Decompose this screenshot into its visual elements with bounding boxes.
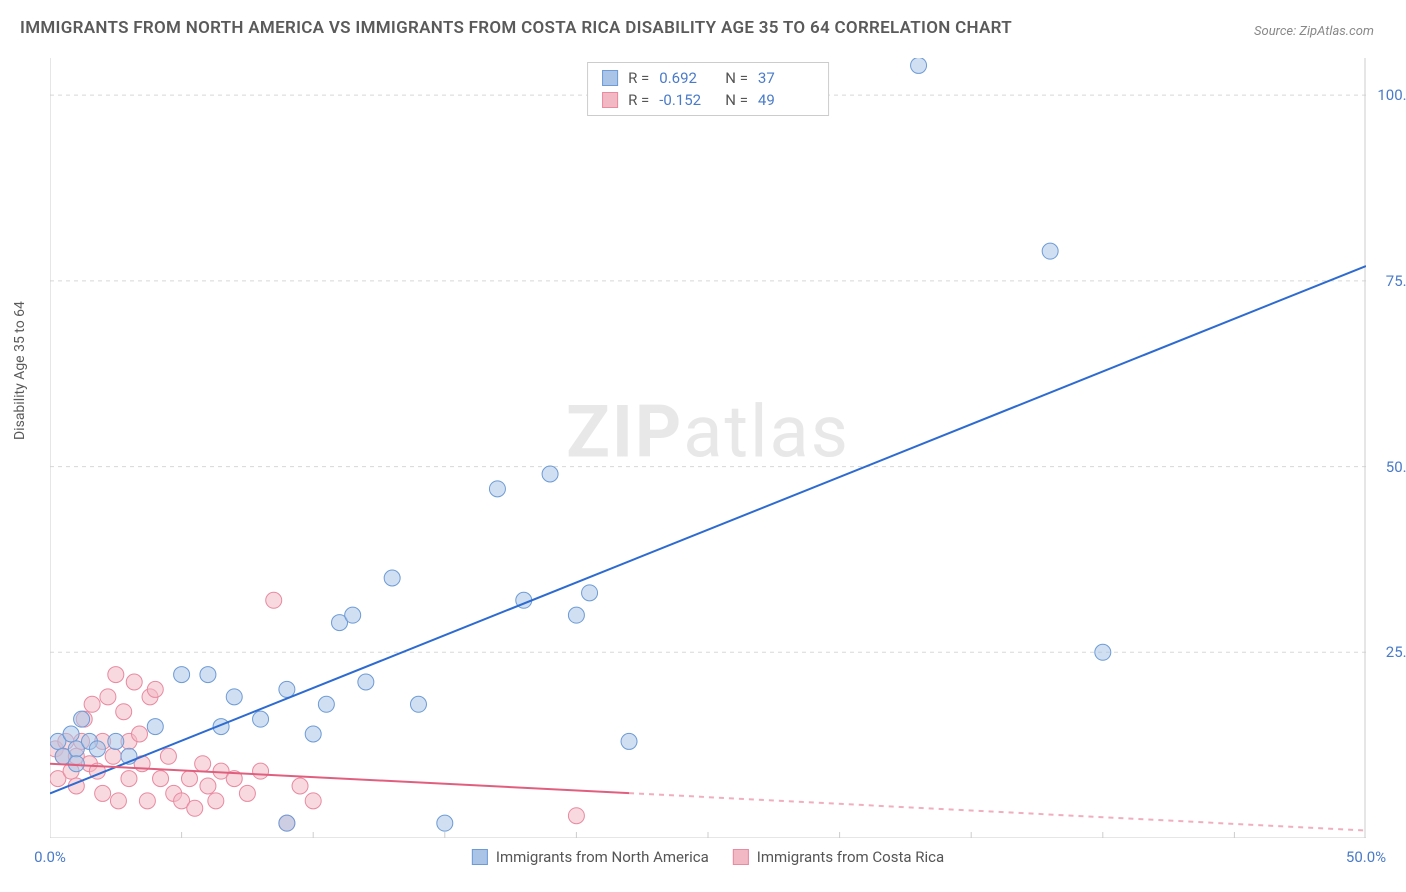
chart-title: IMMIGRANTS FROM NORTH AMERICA VS IMMIGRA… [20, 18, 1012, 38]
r-label: R = [628, 91, 649, 109]
y-tick-label: 100.0% [1377, 86, 1406, 104]
r-value: -0.152 [659, 91, 715, 109]
chart-svg [50, 58, 1366, 838]
n-label: N = [725, 91, 748, 109]
swatch-series-1 [602, 70, 618, 86]
swatch-series-2 [602, 92, 618, 108]
y-axis-label: Disability Age 35 to 64 [12, 301, 28, 440]
legend-label: Immigrants from North America [496, 848, 709, 866]
n-value: 37 [758, 69, 814, 87]
legend-item-1: Immigrants from North America [472, 848, 709, 866]
y-tick-label: 25.0% [1386, 643, 1406, 661]
swatch-series-1 [472, 849, 488, 865]
stat-row-series-1: R = 0.692 N = 37 [602, 67, 814, 89]
x-tick-label: 50.0% [1346, 848, 1386, 866]
chart-plot-area: ZIPatlas R = 0.692 N = 37 R = -0.152 N =… [50, 58, 1366, 838]
x-tick-label: 0.0% [34, 848, 66, 866]
y-tick-label: 50.0% [1386, 458, 1406, 476]
r-value: 0.692 [659, 69, 715, 87]
n-value: 49 [758, 91, 814, 109]
r-label: R = [628, 69, 649, 87]
n-label: N = [725, 69, 748, 87]
correlation-stats-box: R = 0.692 N = 37 R = -0.152 N = 49 [587, 62, 829, 116]
legend-item-2: Immigrants from Costa Rica [733, 848, 944, 866]
stat-row-series-2: R = -0.152 N = 49 [602, 89, 814, 111]
chart-legend: Immigrants from North America Immigrants… [472, 848, 944, 866]
swatch-series-2 [733, 849, 749, 865]
source-attribution: Source: ZipAtlas.com [1254, 24, 1374, 39]
y-tick-label: 75.0% [1386, 272, 1406, 290]
legend-label: Immigrants from Costa Rica [757, 848, 944, 866]
